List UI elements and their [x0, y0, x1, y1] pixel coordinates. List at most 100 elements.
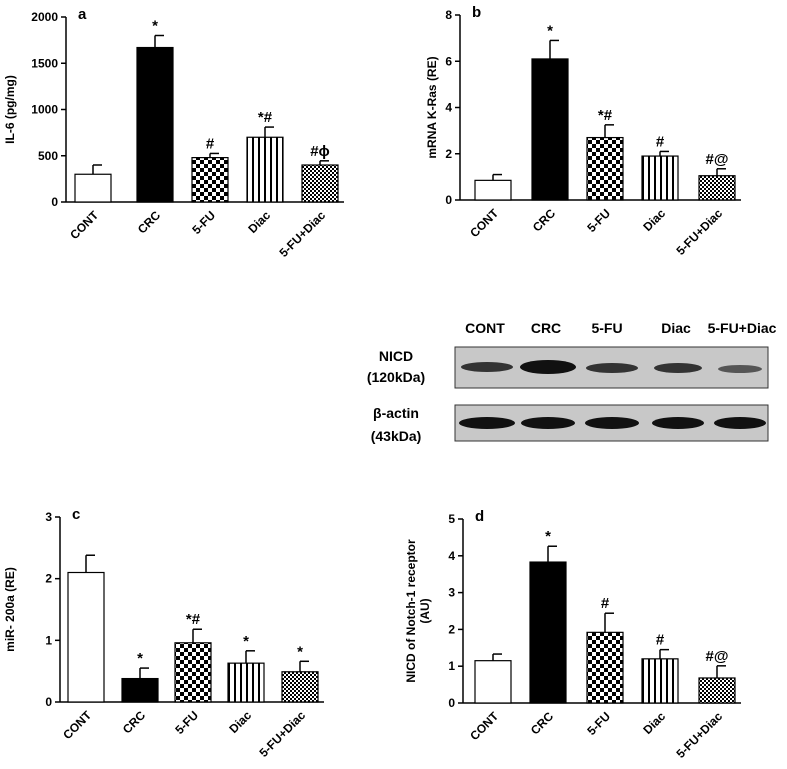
x-tick-label: 5-FU: [584, 206, 613, 235]
y-tick-label: 4: [445, 101, 452, 115]
y-axis-title: (AU): [418, 598, 432, 623]
x-tick-label: CRC: [530, 206, 559, 235]
significance-label: *: [297, 643, 303, 660]
x-tick-label: CRC: [528, 709, 557, 738]
significance-label: #: [656, 133, 665, 150]
x-tick-label: Diac: [640, 709, 668, 737]
y-axis-title: mRNA K-Ras (RE): [425, 56, 439, 158]
y-tick-label: 2: [445, 147, 452, 161]
y-tick-label: 1500: [31, 56, 58, 70]
x-tick-label: CONT: [67, 208, 101, 242]
x-tick-label: CONT: [467, 206, 501, 240]
significance-label: #@: [706, 648, 729, 665]
band: [520, 360, 576, 374]
y-tick-label: 0: [445, 193, 452, 207]
lane-label: Diac: [661, 320, 691, 336]
significance-label: *#: [598, 107, 613, 124]
x-tick-label: CONT: [467, 709, 501, 743]
y-axis-title: IL-6 (pg/mg): [3, 75, 17, 144]
band: [585, 417, 639, 429]
row-size: (120kDa): [367, 369, 425, 385]
bar: [641, 658, 679, 704]
row-size: (43kDa): [371, 428, 422, 444]
panel-label: d: [475, 508, 484, 525]
significance-label: #@: [706, 151, 729, 168]
bar: [136, 46, 174, 203]
band: [461, 362, 513, 372]
y-tick-label: 8: [445, 8, 452, 22]
band: [654, 363, 702, 373]
band: [459, 417, 515, 429]
bar: [586, 631, 624, 704]
y-tick-label: 1: [448, 659, 455, 673]
x-tick-label: CONT: [60, 708, 94, 742]
x-tick-label: Diac: [226, 708, 254, 736]
panel-label: b: [472, 4, 481, 21]
bar: [641, 155, 679, 201]
significance-label: *#: [186, 611, 201, 628]
bar: [474, 660, 512, 704]
y-tick-label: 500: [38, 149, 58, 163]
lane-label: CRC: [531, 320, 561, 336]
y-tick-label: 0: [45, 695, 52, 709]
x-tick-label: 5-FU: [172, 708, 201, 737]
bar: [698, 175, 736, 201]
y-tick-label: 3: [448, 586, 455, 600]
y-tick-label: 2000: [31, 10, 58, 24]
bar: [301, 164, 339, 203]
lane-label: CONT: [465, 320, 505, 336]
western-blot: [454, 346, 769, 442]
row-label: β-actin: [373, 405, 419, 421]
bar: [474, 179, 512, 201]
panel-label: a: [78, 6, 87, 23]
y-tick-label: 6: [445, 54, 452, 68]
bar: [174, 642, 212, 703]
bar: [121, 677, 159, 703]
band: [718, 365, 762, 373]
bar: [67, 571, 105, 703]
x-tick-label: CRC: [135, 208, 164, 237]
band: [586, 363, 638, 373]
significance-label: #: [601, 595, 610, 612]
significance-label: *: [152, 18, 158, 35]
lane-label: 5-FU: [591, 320, 622, 336]
y-tick-label: 2: [45, 572, 52, 586]
x-tick-label: 5-FU: [189, 208, 218, 237]
x-tick-label: 5-FU+Diac: [276, 208, 328, 260]
bar: [191, 157, 229, 203]
y-tick-label: 5: [448, 512, 455, 526]
significance-label: *: [545, 528, 551, 545]
row-label: NICD: [379, 348, 413, 364]
bar: [246, 136, 284, 203]
significance-label: *: [547, 22, 553, 39]
band: [521, 417, 575, 429]
x-tick-label: CRC: [120, 708, 149, 737]
x-tick-label: Diac: [245, 208, 273, 236]
y-tick-label: 0: [448, 696, 455, 710]
y-tick-label: 2: [448, 622, 455, 636]
significance-label: #ϕ: [310, 143, 330, 160]
bar: [74, 173, 112, 203]
bar: [698, 677, 736, 704]
significance-label: *: [243, 633, 249, 650]
bar: [281, 671, 319, 703]
y-tick-label: 3: [45, 510, 52, 524]
band: [652, 417, 704, 429]
bar: [227, 662, 265, 703]
y-tick-label: 1: [45, 633, 52, 647]
band: [714, 417, 766, 429]
y-tick-label: 0: [51, 195, 58, 209]
bar: [531, 58, 569, 201]
x-tick-label: Diac: [640, 206, 668, 234]
panel-label: c: [72, 506, 80, 523]
y-axis-title: NICD of Notch-1 receptor: [404, 539, 418, 683]
x-tick-label: 5-FU+Diac: [673, 206, 725, 258]
significance-label: *#: [258, 109, 273, 126]
significance-label: *: [137, 650, 143, 667]
y-tick-label: 4: [448, 549, 455, 563]
significance-label: #: [656, 632, 665, 649]
lane-label: 5-FU+Diac: [708, 320, 777, 336]
x-tick-label: 5-FU+Diac: [673, 709, 725, 761]
significance-label: #: [206, 135, 215, 152]
